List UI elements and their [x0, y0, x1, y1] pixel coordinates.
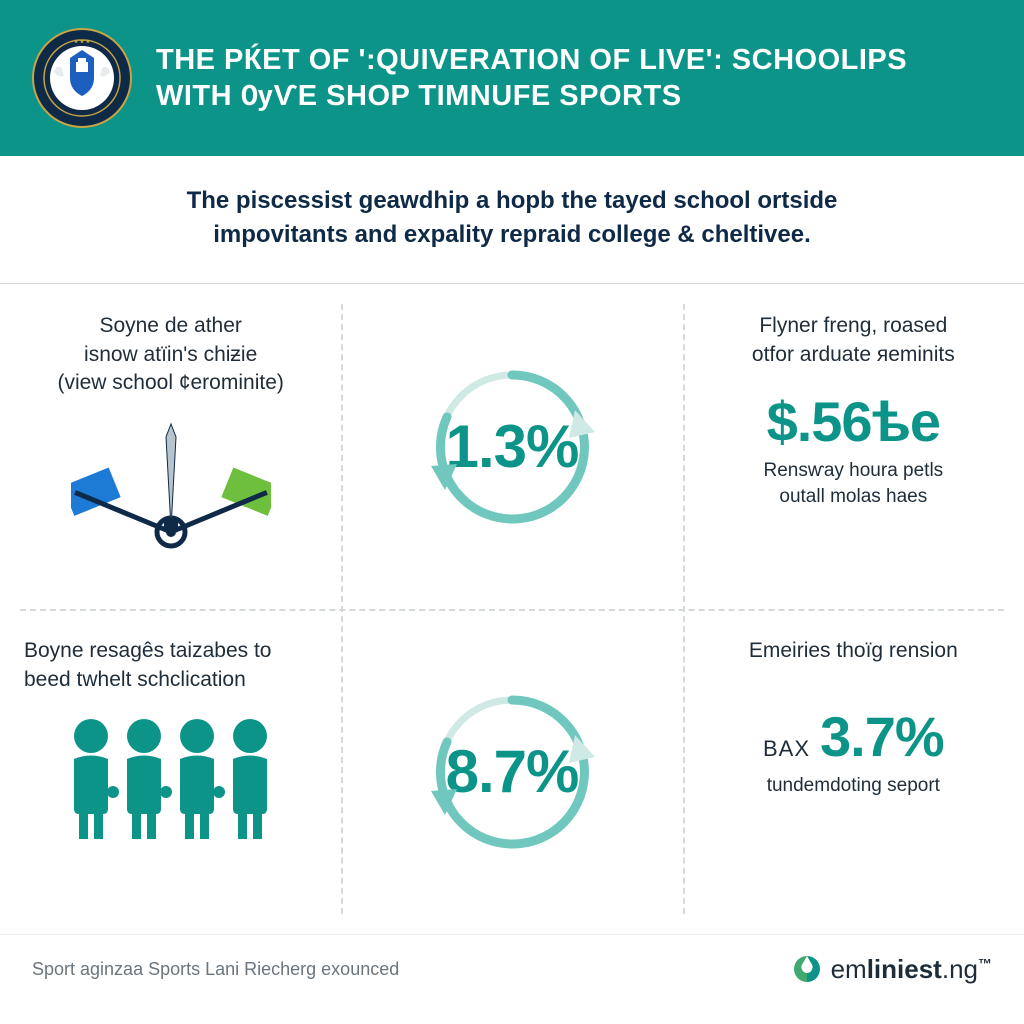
footer-source: Sport aginzaa Sports Lani Riecherg exoun…	[32, 959, 399, 980]
cell-label: Flyner freng, roased otfor arduate яemin…	[752, 312, 955, 369]
bax-label: BAX	[763, 736, 810, 762]
cell-label: Boyne resagês taizabes to beed twhelt sc…	[24, 637, 272, 694]
seal-icon: ★ ★ ★	[32, 28, 132, 128]
title-line-1: THE PЌЕТ OF ':QUIVERATION OF LIVE': SCHO…	[156, 42, 907, 78]
cell-sublabel: tundemdoting seport	[767, 773, 940, 799]
brand-name: emliniest.ng™	[831, 954, 992, 985]
cell-people: Boyne resagês taizabes to beed twhelt sc…	[0, 609, 341, 934]
stats-grid: Soyne de ather isnow atïin's chiƶie (vie…	[0, 284, 1024, 934]
cell-label: Emeiries thoïg rension	[749, 637, 958, 665]
cell-sublabel: Rensⱳay houra petls outall molas haes	[763, 458, 943, 509]
cell-ring-2: 8.7%	[341, 609, 682, 934]
brand-logo-icon	[791, 953, 823, 985]
footer: Sport aginzaa Sports Lani Riecherg exoun…	[0, 934, 1024, 985]
page-title: THE PЌЕТ OF ':QUIVERATION OF LIVE': SCHO…	[156, 42, 907, 115]
subtitle-line-2: impovitants and expality repraid college…	[213, 221, 811, 248]
stat-value: 3.7%	[820, 704, 944, 769]
stat-value: $.56ѣе	[767, 389, 940, 454]
horizontal-divider	[20, 609, 1004, 611]
footer-brand: emliniest.ng™	[791, 953, 992, 985]
people-icon	[56, 714, 286, 844]
subtitle-band: The piscessist geawdhip a hopb the tayed…	[0, 156, 1024, 284]
progress-ring-icon: 8.7%	[427, 687, 597, 857]
svg-text:★ ★ ★: ★ ★ ★	[74, 39, 91, 45]
header-banner: ★ ★ ★ THE PЌЕТ OF ':QUIVERATION OF LIVE'…	[0, 0, 1024, 156]
compass-icon	[71, 417, 271, 567]
progress-ring-icon: 1.3%	[427, 362, 597, 532]
title-line-2: WITH ѸѴE SHOP TIMNUFE SPORTS	[156, 78, 907, 114]
subtitle-line-1: The piscessist geawdhip a hopb the tayed…	[187, 187, 838, 214]
bax-stat-row: BAX 3.7%	[763, 704, 944, 769]
cell-dollar: Flyner freng, roased otfor arduate яemin…	[683, 284, 1024, 609]
cell-compass: Soyne de ather isnow atïin's chiƶie (vie…	[0, 284, 341, 609]
cell-bax: Emeiries thoïg rension BAX 3.7% tundemdo…	[683, 609, 1024, 934]
cell-label: Soyne de ather isnow atïin's chiƶie (vie…	[57, 312, 283, 397]
cell-ring-1: 1.3%	[341, 284, 682, 609]
